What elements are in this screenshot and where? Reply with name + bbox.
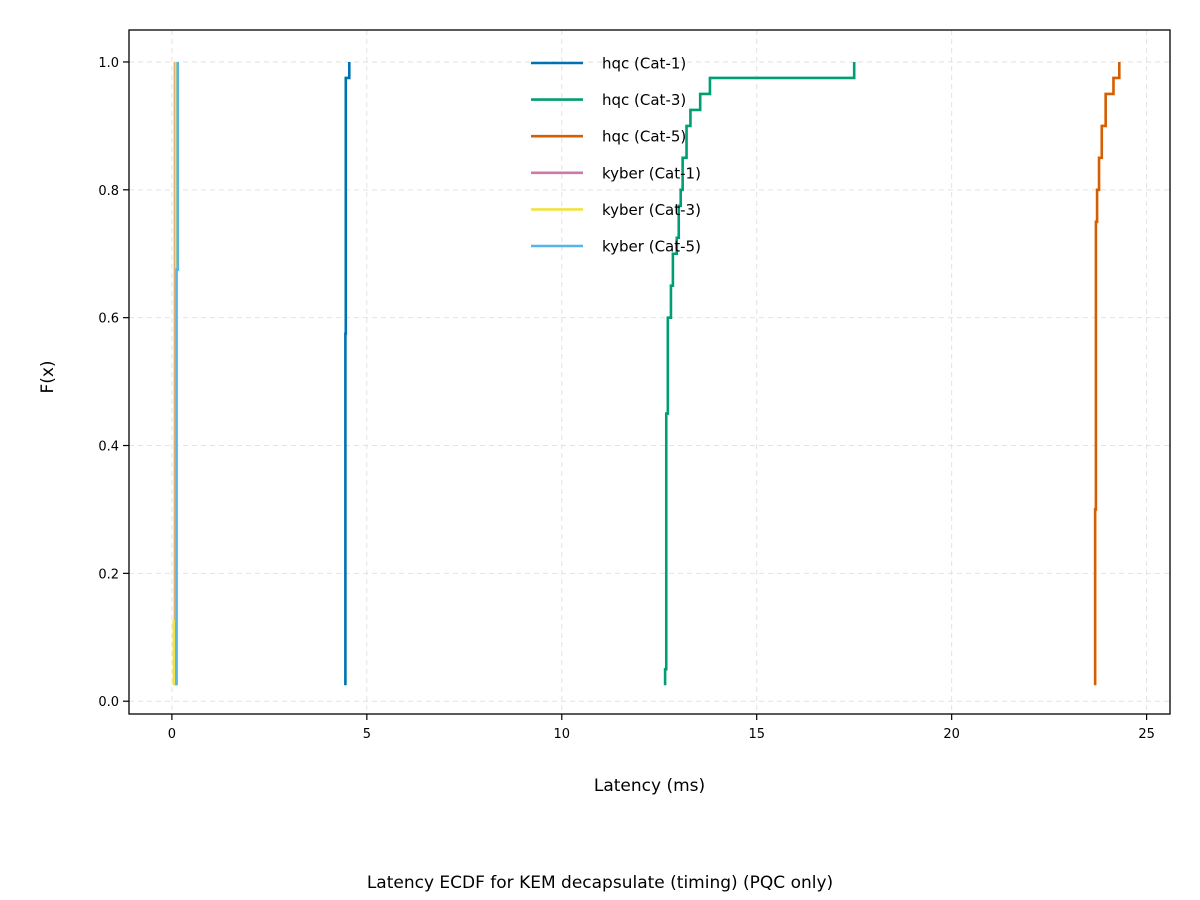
x-tick-label: 15 (748, 727, 765, 742)
chart-caption: Latency ECDF for KEM decapsulate (timing… (367, 873, 833, 893)
x-tick-label: 0 (168, 727, 176, 742)
x-tick-label: 10 (554, 727, 571, 742)
legend-label: kyber (Cat-3) (602, 201, 701, 219)
series-line-6 (175, 61, 180, 686)
series-line-3 (1093, 61, 1121, 686)
legend: hqc (Cat-1) hqc (Cat-3) hqc (Cat-5) kyber (… (531, 55, 701, 256)
y-tick-label: 0.2 (98, 567, 119, 582)
x-tick-label: 25 (1138, 727, 1155, 742)
y-tick-label: 0.4 (98, 440, 119, 455)
y-tick-label: 0.8 (98, 184, 119, 199)
legend-label: kyber (Cat-1) (602, 164, 701, 182)
legend-label: hqc (Cat-5) (602, 128, 686, 146)
y-axis-label: F(x) (38, 360, 58, 393)
legend-label: hqc (Cat-3) (602, 91, 686, 109)
x-tick-label: 5 (363, 727, 371, 742)
axis-ticks: 0 5 10 15 20 25 0.0 0.2 0.4 0.6 0.8 1.0 (98, 56, 1155, 742)
x-tick-label: 20 (943, 727, 960, 742)
x-axis-label: Latency (ms) (594, 776, 705, 796)
legend-label: hqc (Cat-1) (602, 55, 686, 73)
plot-frame (128, 29, 1171, 715)
series-line-2 (663, 61, 856, 686)
series-lines (172, 61, 1121, 686)
legend-label: kyber (Cat-5) (602, 238, 701, 256)
grid-lines (129, 30, 1170, 714)
y-tick-label: 0.0 (98, 695, 119, 710)
y-tick-label: 1.0 (98, 56, 119, 71)
y-tick-label: 0.6 (98, 312, 119, 327)
series-line-1 (344, 61, 351, 686)
